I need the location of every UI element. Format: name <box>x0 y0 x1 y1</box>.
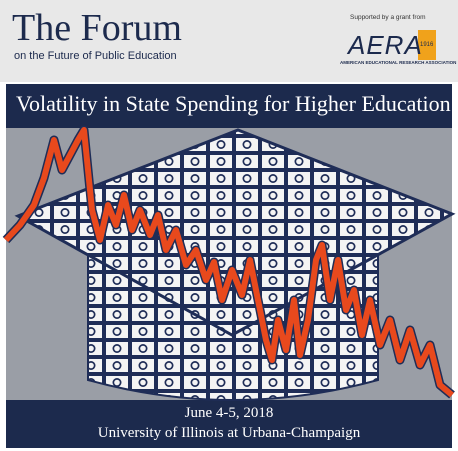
sponsor-year: 1916 <box>420 42 433 48</box>
sponsor-name: AMERICAN EDUCATIONAL RESEARCH ASSOCIATIO… <box>340 60 456 65</box>
poster: The Forum on the Future of Public Educat… <box>0 0 458 451</box>
event-dates: June 4-5, 2018 <box>0 405 458 422</box>
sponsor-note: Supported by a grant from <box>350 14 426 21</box>
forum-subtitle: on the Future of Public Education <box>14 50 177 62</box>
sponsor-logo: AERA <box>348 30 423 61</box>
forum-title: The Forum <box>12 6 182 50</box>
banner-title: Volatility in State Spending for Higher … <box>16 91 451 117</box>
event-location: University of Illinois at Urbana-Champai… <box>0 425 458 442</box>
poster-art <box>0 0 458 451</box>
